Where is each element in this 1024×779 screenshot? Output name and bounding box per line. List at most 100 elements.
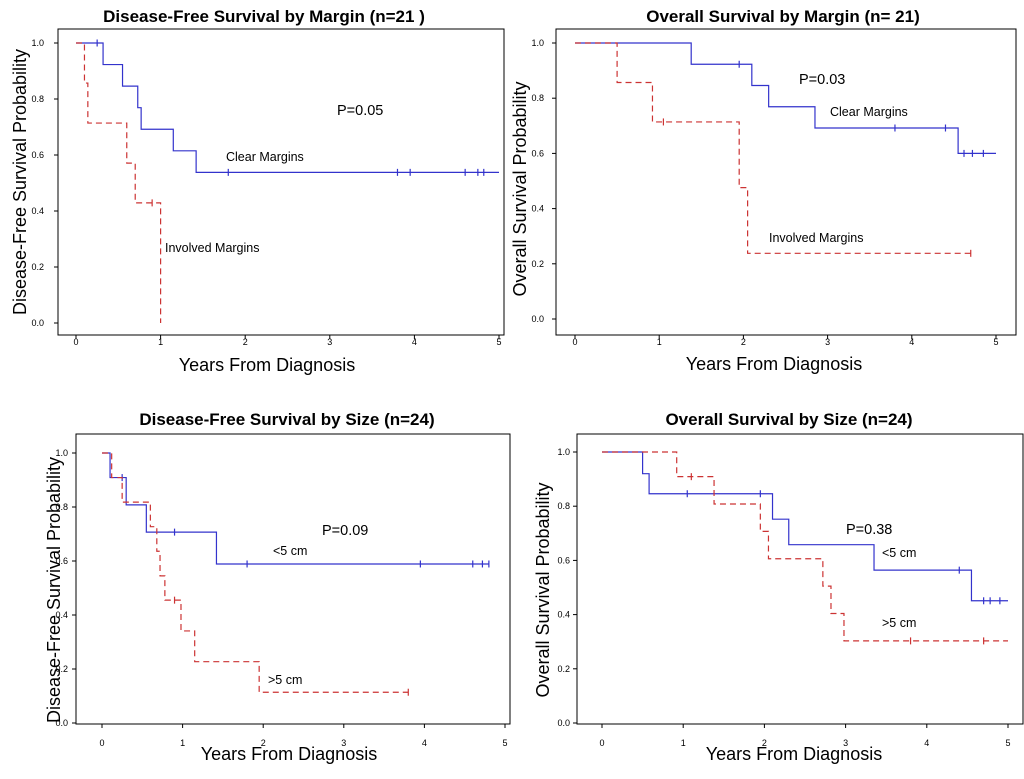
y-tick: 0.8 — [531, 93, 544, 103]
survival-curve — [76, 42, 162, 323]
series-label: <5 cm — [882, 546, 916, 560]
y-tick: 0.6 — [557, 555, 570, 565]
x-tick: 4 — [412, 337, 417, 347]
x-tick: 1 — [657, 337, 662, 347]
x-tick: 5 — [993, 337, 998, 347]
y-tick: 0.0 — [531, 314, 544, 324]
y-tick-labels: 0.0 0.2 0.4 0.6 0.8 1.0 — [55, 448, 68, 728]
x-tick: 0 — [572, 337, 577, 347]
y-tick: 1.0 — [557, 447, 570, 457]
y-tick: 0.2 — [31, 262, 44, 272]
x-tick: 0 — [599, 738, 604, 748]
y-tick: 1.0 — [531, 38, 544, 48]
x-axis-label: Years From Diagnosis — [706, 744, 882, 764]
p-value: P=0.38 — [846, 522, 892, 538]
x-tick: 5 — [496, 337, 501, 347]
x-tick: 2 — [261, 738, 266, 748]
y-tick-labels: 0.0 0.2 0.4 0.6 0.8 1.0 — [31, 38, 44, 328]
chart-dfs-size: Disease-Free Survival by Size (n=24) 0 1… — [0, 389, 512, 778]
survival-curve — [602, 451, 1008, 602]
x-tick: 3 — [341, 738, 346, 748]
survival-curves — [602, 451, 1008, 645]
series-label: Clear Margins — [226, 150, 304, 164]
plot-frame — [576, 433, 1024, 725]
y-tick: 0.8 — [557, 501, 570, 511]
y-axis-label: Overall Survival Probability — [533, 482, 553, 697]
y-tick: 0.6 — [31, 150, 44, 160]
x-tick: 5 — [502, 738, 507, 748]
x-tick: 0 — [73, 337, 78, 347]
y-axis-label: Disease-Free Survival Probability — [44, 457, 64, 723]
y-axis-label: Overall Survival Probability — [510, 81, 530, 296]
chart-os-margin: Overall Survival by Margin (n= 21) 0 1 2… — [510, 0, 1024, 389]
x-tick: 4 — [924, 738, 929, 748]
chart-os-margin-svg: Overall Survival by Margin (n= 21) 0 1 2… — [510, 7, 1017, 374]
series-label: >5 cm — [268, 673, 302, 687]
x-tick-labels: 0 1 2 3 4 5 — [99, 738, 507, 748]
series-label: Clear Margins — [830, 105, 908, 119]
x-tick: 2 — [243, 337, 248, 347]
p-value: P=0.03 — [799, 72, 845, 88]
x-tick-labels: 0 1 2 3 4 5 — [73, 337, 501, 347]
y-tick: 0.8 — [55, 502, 68, 512]
y-tick: 1.0 — [31, 38, 44, 48]
y-tick: 0.0 — [31, 318, 44, 328]
y-tick: 0.4 — [55, 610, 68, 620]
survival-curve — [602, 451, 1008, 642]
survival-curve — [76, 42, 499, 173]
x-tick: 4 — [422, 738, 427, 748]
chart-dfs-size-svg: Disease-Free Survival by Size (n=24) 0 1… — [44, 410, 511, 764]
series-label: <5 cm — [273, 544, 307, 558]
chart-title: Overall Survival by Size (n=24) — [665, 410, 912, 429]
x-tick: 1 — [681, 738, 686, 748]
survival-curve — [575, 42, 996, 154]
y-tick: 0.8 — [31, 94, 44, 104]
survival-curves — [575, 42, 996, 257]
y-tick: 0.4 — [557, 610, 570, 620]
series-label: Involved Margins — [769, 231, 864, 245]
survival-curves — [76, 39, 499, 323]
chart-os-size-svg: Overall Survival by Size (n=24) 0 1 2 3 … — [533, 410, 1024, 764]
y-tick: 0.2 — [55, 664, 68, 674]
plot-frame — [75, 433, 511, 725]
p-value: P=0.09 — [322, 523, 368, 539]
x-tick: 1 — [180, 738, 185, 748]
y-tick: 0.4 — [31, 206, 44, 216]
survival-curve — [102, 452, 489, 565]
y-tick: 1.0 — [55, 448, 68, 458]
chart-os-size: Overall Survival by Size (n=24) 0 1 2 3 … — [512, 389, 1024, 778]
survival-curves — [102, 452, 490, 696]
x-tick: 3 — [825, 337, 830, 347]
x-axis-label: Years From Diagnosis — [201, 744, 377, 764]
survival-curve — [102, 452, 409, 693]
y-tick: 0.2 — [557, 664, 570, 674]
x-axis-label: Years From Diagnosis — [686, 354, 862, 374]
plot-frame — [57, 28, 505, 336]
y-tick: 0.6 — [55, 556, 68, 566]
plot-frame — [555, 28, 1017, 336]
x-tick: 2 — [741, 337, 746, 347]
y-tick: 0.0 — [557, 718, 570, 728]
chart-title: Overall Survival by Margin (n= 21) — [646, 7, 920, 26]
y-tick-labels: 0.0 0.2 0.4 0.6 0.8 1.0 — [557, 447, 570, 728]
x-tick: 2 — [762, 738, 767, 748]
x-tick-labels: 0 1 2 3 4 5 — [572, 337, 998, 347]
chart-dfs-margin-svg: Disease-Free Survival by Margin (n=21 ) … — [10, 7, 505, 375]
series-label: Involved Margins — [165, 241, 260, 255]
y-tick: 0.4 — [531, 204, 544, 214]
y-axis-label: Disease-Free Survival Probability — [10, 49, 30, 315]
x-tick: 4 — [909, 337, 914, 347]
x-tick: 0 — [99, 738, 104, 748]
x-tick: 5 — [1005, 738, 1010, 748]
x-tick: 3 — [327, 337, 332, 347]
chart-title: Disease-Free Survival by Size (n=24) — [139, 410, 434, 429]
series-label: >5 cm — [882, 616, 916, 630]
chart-title: Disease-Free Survival by Margin (n=21 ) — [103, 7, 425, 26]
x-tick: 1 — [158, 337, 163, 347]
survival-curve — [575, 42, 971, 254]
x-tick: 3 — [843, 738, 848, 748]
y-tick-labels: 0.0 0.2 0.4 0.6 0.8 1.0 — [531, 38, 544, 324]
y-tick: 0.6 — [531, 148, 544, 158]
x-tick-labels: 0 1 2 3 4 5 — [599, 738, 1010, 748]
y-tick: 0.0 — [55, 718, 68, 728]
